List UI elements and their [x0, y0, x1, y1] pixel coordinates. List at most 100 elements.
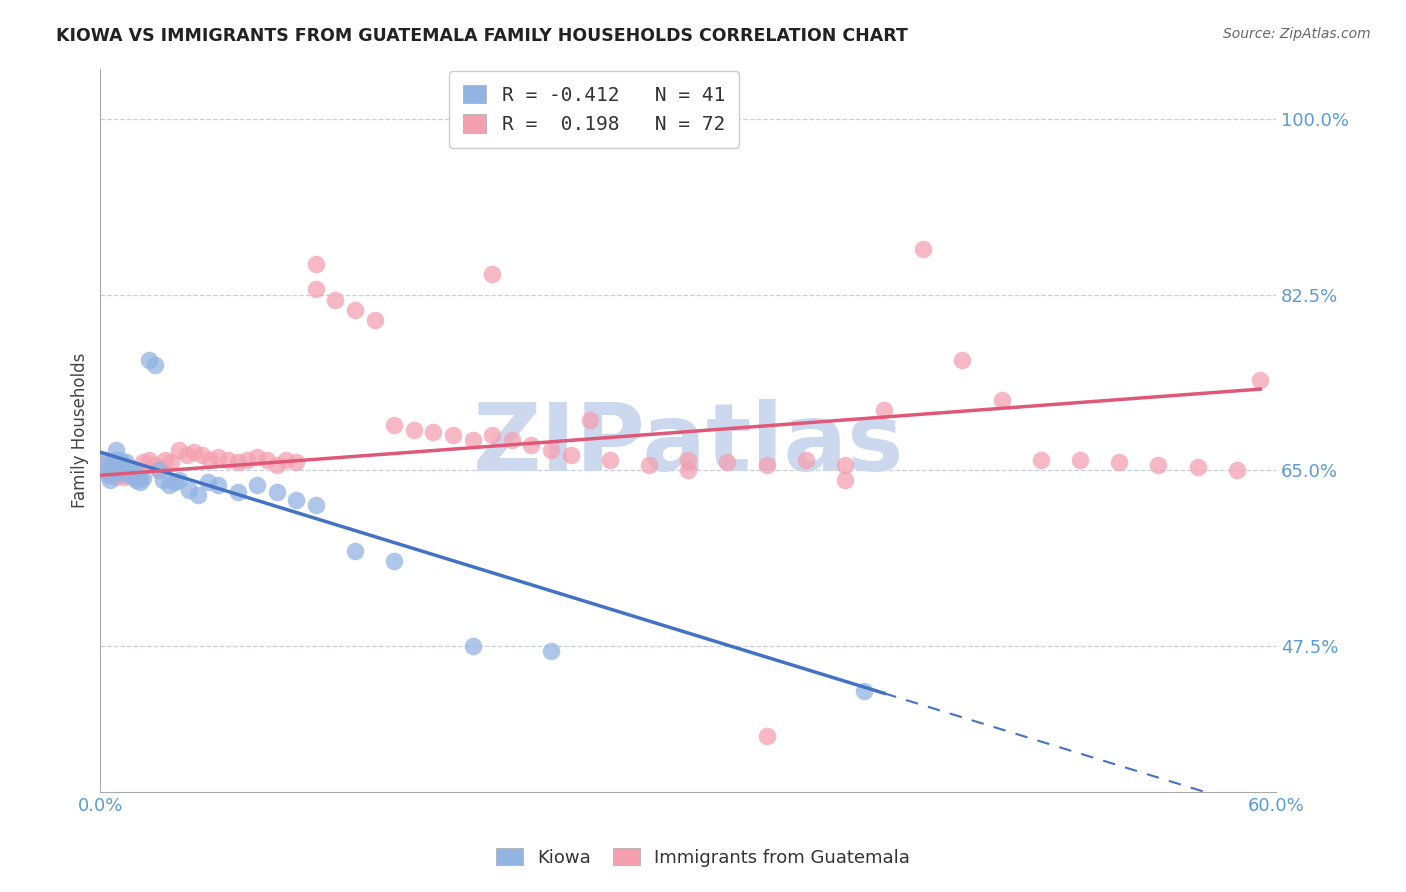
Point	[101, 458, 124, 473]
Point	[105, 443, 128, 458]
Point	[1029, 453, 1052, 467]
Text: KIOWA VS IMMIGRANTS FROM GUATEMALA FAMILY HOUSEHOLDS CORRELATION CHART: KIOWA VS IMMIGRANTS FROM GUATEMALA FAMIL…	[56, 27, 908, 45]
Point	[157, 478, 180, 492]
Point	[121, 465, 143, 479]
Point	[266, 458, 288, 473]
Point	[183, 445, 205, 459]
Point	[207, 478, 229, 492]
Point	[107, 465, 129, 479]
Point	[187, 488, 209, 502]
Point	[117, 468, 139, 483]
Point	[103, 453, 125, 467]
Point	[246, 478, 269, 492]
Point	[107, 463, 129, 477]
Point	[117, 463, 139, 477]
Point	[177, 483, 200, 498]
Point	[676, 453, 699, 467]
Text: ZIPatlas: ZIPatlas	[472, 399, 904, 491]
Point	[461, 433, 484, 447]
Point	[520, 438, 543, 452]
Point	[167, 473, 190, 487]
Point	[873, 403, 896, 417]
Point	[153, 453, 176, 467]
Point	[501, 433, 523, 447]
Point	[108, 453, 131, 467]
Point	[132, 471, 155, 485]
Point	[912, 243, 935, 257]
Point	[1226, 463, 1249, 477]
Point	[755, 730, 778, 744]
Legend: R = -0.412   N = 41, R =  0.198   N = 72: R = -0.412 N = 41, R = 0.198 N = 72	[450, 71, 738, 148]
Point	[285, 493, 308, 508]
Point	[160, 455, 183, 469]
Point	[226, 485, 249, 500]
Point	[461, 639, 484, 653]
Point	[1249, 373, 1271, 387]
Point	[344, 543, 367, 558]
Point	[121, 468, 143, 483]
Point	[114, 455, 136, 469]
Point	[990, 392, 1012, 407]
Point	[236, 453, 259, 467]
Point	[191, 448, 214, 462]
Point	[128, 470, 150, 484]
Point	[716, 455, 738, 469]
Point	[676, 463, 699, 477]
Point	[93, 453, 115, 467]
Point	[176, 448, 198, 462]
Point	[105, 470, 128, 484]
Point	[638, 458, 661, 473]
Point	[256, 453, 278, 467]
Point	[834, 473, 856, 487]
Point	[226, 455, 249, 469]
Point	[305, 257, 328, 271]
Point	[276, 453, 298, 467]
Point	[560, 448, 582, 462]
Point	[1069, 453, 1091, 467]
Point	[853, 684, 876, 698]
Point	[101, 468, 124, 483]
Point	[540, 644, 562, 658]
Point	[148, 463, 170, 477]
Point	[579, 413, 602, 427]
Point	[305, 283, 328, 297]
Point	[217, 453, 239, 467]
Point	[138, 352, 160, 367]
Point	[98, 465, 121, 479]
Point	[152, 473, 174, 487]
Point	[138, 453, 160, 467]
Point	[112, 458, 135, 473]
Point	[1187, 460, 1209, 475]
Point	[96, 463, 118, 477]
Point	[118, 463, 141, 477]
Point	[422, 425, 444, 439]
Point	[794, 453, 817, 467]
Point	[163, 475, 186, 490]
Point	[148, 463, 170, 477]
Point	[198, 453, 221, 467]
Point	[246, 450, 269, 465]
Point	[540, 443, 562, 458]
Point	[143, 358, 166, 372]
Point	[325, 293, 347, 307]
Point	[1108, 455, 1130, 469]
Point	[382, 554, 405, 568]
Point	[1147, 458, 1170, 473]
Y-axis label: Family Households: Family Households	[72, 352, 89, 508]
Point	[599, 453, 621, 467]
Point	[481, 268, 503, 282]
Point	[103, 463, 125, 477]
Point	[285, 455, 308, 469]
Text: Source: ZipAtlas.com: Source: ZipAtlas.com	[1223, 27, 1371, 41]
Point	[128, 475, 150, 490]
Point	[207, 450, 229, 465]
Point	[344, 302, 367, 317]
Point	[952, 352, 974, 367]
Point	[93, 453, 115, 467]
Point	[402, 423, 425, 437]
Point	[441, 428, 464, 442]
Point	[755, 458, 778, 473]
Point	[98, 473, 121, 487]
Point	[834, 458, 856, 473]
Point	[112, 470, 135, 484]
